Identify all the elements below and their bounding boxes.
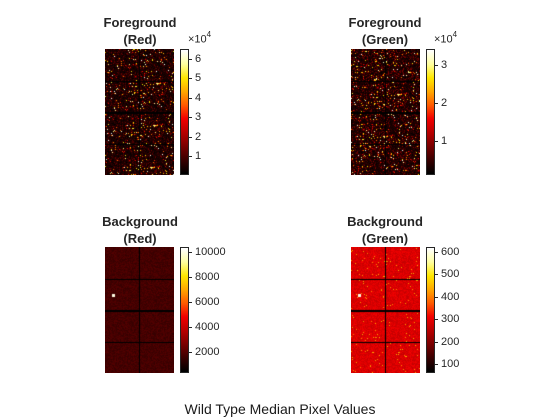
heatmap-image — [351, 247, 420, 373]
colorbar-tick-label: 6000 — [195, 296, 220, 308]
panel-title: Foreground (Green) — [330, 14, 440, 48]
panel-title: Background (Red) — [85, 213, 195, 247]
heatmap-image — [351, 49, 420, 175]
colorbar-tick-label: 3 — [441, 59, 448, 71]
colorbar-tick-mark — [435, 342, 438, 343]
colorbar-tick-mark — [435, 141, 438, 142]
colorbar-tick-mark — [189, 252, 192, 253]
colorbar-tick-mark — [435, 65, 438, 66]
exponent-power: 4 — [452, 30, 458, 39]
exponent-power: 4 — [206, 30, 212, 39]
colorbar — [180, 49, 189, 175]
colorbar-tick-label: 2 — [195, 131, 202, 143]
exponent-base: ×10 — [188, 33, 207, 46]
colorbar-tick-mark — [435, 319, 438, 320]
colorbar-tick-label: 10000 — [195, 246, 226, 258]
colorbar-tick-mark — [435, 252, 438, 253]
colorbar-tick-label: 200 — [441, 336, 460, 348]
colorbar — [180, 247, 189, 373]
colorbar-tick-label: 6 — [195, 53, 202, 65]
colorbar-tick-label: 5 — [195, 72, 202, 84]
colorbar-tick-mark — [189, 78, 192, 79]
colorbar-tick-mark — [435, 364, 438, 365]
colorbar — [426, 49, 435, 175]
colorbar-tick-mark — [435, 103, 438, 104]
colorbar-tick-mark — [189, 156, 192, 157]
heatmap-image — [105, 49, 174, 175]
panel-title-line2: (Green) — [361, 32, 409, 47]
colorbar-tick-mark — [189, 277, 192, 278]
colorbar-tick-mark — [189, 137, 192, 138]
colorbar-tick-mark — [189, 327, 192, 328]
panel-title-line1: Foreground — [348, 15, 422, 30]
colorbar-tick-mark — [189, 352, 192, 353]
figure-title: Wild Type Median Pixel Values — [184, 401, 376, 417]
colorbar-tick-label: 1 — [441, 135, 448, 147]
exponent-base: ×10 — [434, 33, 453, 46]
panel-title: Background (Green) — [330, 213, 440, 247]
heatmap-image — [105, 247, 174, 373]
colorbar-tick-mark — [189, 117, 192, 118]
colorbar-tick-label: 8000 — [195, 271, 220, 283]
panel-title-line2: (Red) — [123, 231, 157, 246]
panel-title-line1: Background — [347, 214, 423, 229]
colorbar-exponent: ×104 — [434, 30, 458, 46]
colorbar-tick-mark — [189, 59, 192, 60]
colorbar-tick-label: 600 — [441, 246, 460, 258]
colorbar-tick-label: 1 — [195, 150, 202, 162]
colorbar-tick-mark — [189, 98, 192, 99]
colorbar-tick-label: 3 — [195, 111, 202, 123]
colorbar-tick-label: 4000 — [195, 321, 220, 333]
colorbar-tick-label: 300 — [441, 313, 460, 325]
colorbar-tick-label: 400 — [441, 291, 460, 303]
panel-title-line2: (Green) — [361, 231, 409, 246]
colorbar-tick-mark — [435, 297, 438, 298]
panel-title-line1: Background — [102, 214, 178, 229]
colorbar-tick-mark — [189, 302, 192, 303]
colorbar-tick-label: 2000 — [195, 346, 220, 358]
colorbar-tick-label: 4 — [195, 92, 202, 104]
colorbar-exponent: ×104 — [188, 30, 212, 46]
panel-title: Foreground (Red) — [85, 14, 195, 48]
colorbar — [426, 247, 435, 373]
colorbar-tick-label: 500 — [441, 268, 460, 280]
panel-title-line2: (Red) — [123, 32, 157, 47]
colorbar-tick-label: 100 — [441, 358, 460, 370]
colorbar-tick-label: 2 — [441, 97, 448, 109]
panel-title-line1: Foreground — [103, 15, 177, 30]
colorbar-tick-mark — [435, 274, 438, 275]
